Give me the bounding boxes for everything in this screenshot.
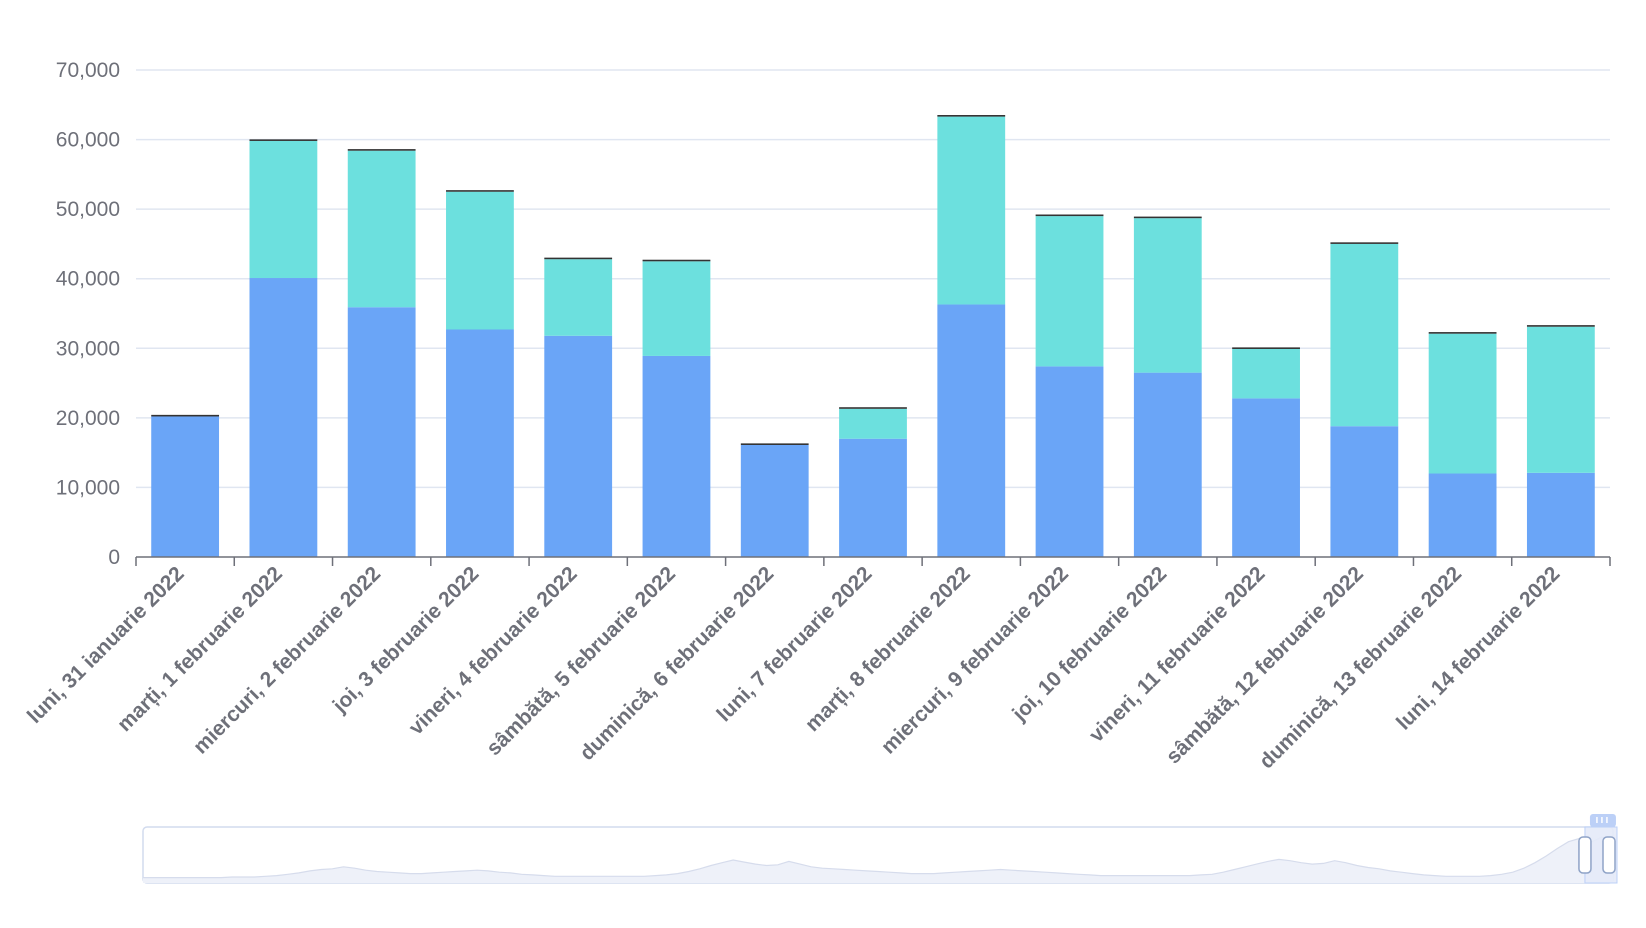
bar-segment-series-1[interactable] (1035, 366, 1104, 557)
x-tick-label: marți, 1 februarie 2022 (113, 562, 287, 736)
y-tick-label: 60,000 (56, 129, 120, 152)
bar-segment-series-1[interactable] (1133, 372, 1202, 557)
bar-segment-series-2[interactable] (249, 140, 318, 279)
bar-segment-series-1[interactable] (347, 307, 416, 557)
x-tick-label: sâmbătă, 5 februarie 2022 (482, 562, 680, 760)
bar-segment-series-2[interactable] (1526, 326, 1595, 473)
bar-segment-series-3[interactable] (347, 149, 416, 151)
bar-segment-series-3[interactable] (1232, 347, 1300, 349)
x-tick-label: vineri, 11 februarie 2022 (1085, 562, 1270, 747)
bar-segment-series-3[interactable] (1035, 214, 1104, 217)
y-tick-label: 0 (108, 546, 120, 569)
bar-segment-series-2[interactable] (1035, 216, 1104, 367)
y-tick-label: 50,000 (56, 198, 120, 221)
bar-segment-series-1[interactable] (937, 304, 1006, 557)
bar-segment-series-1[interactable] (1330, 426, 1399, 557)
y-tick-label: 30,000 (56, 337, 120, 360)
x-tick-label: duminică, 6 februarie 2022 (575, 562, 778, 765)
y-tick-label: 70,000 (56, 59, 120, 82)
bar-segment-series-2[interactable] (642, 261, 711, 356)
zoom-end-handle[interactable] (1602, 836, 1616, 874)
x-tick-label: miercuri, 2 februarie 2022 (189, 562, 385, 758)
bar-segment-series-3[interactable] (249, 139, 318, 141)
bar-segment-series-1[interactable] (151, 416, 220, 557)
bar-segment-series-2[interactable] (839, 408, 907, 439)
y-tick-label: 10,000 (56, 476, 120, 499)
bar-segment-series-2[interactable] (1232, 348, 1300, 399)
bar-segment-series-1[interactable] (642, 355, 711, 557)
bar-segment-series-1[interactable] (249, 278, 318, 557)
bar-segment-series-1[interactable] (446, 329, 514, 557)
bar-segment-series-2[interactable] (1133, 218, 1202, 373)
zoom-start-handle[interactable] (1578, 836, 1592, 874)
y-tick-label: 40,000 (56, 268, 120, 291)
bar-segment-series-3[interactable] (446, 190, 514, 192)
bar-segment-series-2[interactable] (446, 191, 514, 330)
x-axis (135, 556, 1611, 566)
bar-segment-series-2[interactable] (347, 150, 416, 308)
bar-segment-series-1[interactable] (1232, 398, 1300, 557)
bar-segment-series-3[interactable] (151, 414, 220, 417)
bar-segment-series-2[interactable] (1428, 333, 1497, 474)
x-tick-label: miercuri, 9 februarie 2022 (877, 562, 1073, 758)
bars (151, 115, 1595, 557)
bar-segment-series-3[interactable] (740, 443, 809, 445)
bar-segment-series-3[interactable] (1428, 332, 1497, 334)
bar-segment-series-1[interactable] (544, 335, 613, 557)
x-tick-label: vineri, 4 februarie 2022 (405, 562, 582, 739)
bar-segment-series-2[interactable] (544, 259, 613, 336)
zoom-move-handle[interactable] (1589, 814, 1616, 827)
zoom-overview-area (143, 837, 1613, 883)
x-tick-label: luni, 31 ianuarie 2022 (23, 562, 189, 728)
bar-segment-series-1[interactable] (839, 438, 907, 557)
bar-segment-series-3[interactable] (1133, 216, 1202, 219)
bar-segment-series-3[interactable] (642, 259, 711, 262)
bar-segment-series-3[interactable] (839, 407, 907, 409)
bar-segment-series-3[interactable] (1526, 325, 1595, 327)
bar-segment-series-2[interactable] (937, 116, 1006, 305)
bar-segment-series-1[interactable] (1428, 473, 1497, 557)
x-tick-label: sâmbătă, 12 februarie 2022 (1162, 562, 1368, 768)
bar-segment-series-2[interactable] (1330, 243, 1399, 427)
bar-segment-series-3[interactable] (1330, 242, 1399, 244)
zoom-overview-line (143, 836, 1614, 879)
y-axis-tick-labels: 0 10,000 20,000 30,000 40,000 50,000 60,000 70,… (56, 59, 120, 569)
bar-segment-series-3[interactable] (937, 115, 1006, 117)
bar-segment-series-1[interactable] (740, 444, 809, 557)
x-tick-label: duminică, 13 februarie 2022 (1255, 562, 1466, 773)
x-tick-label: marți, 8 februarie 2022 (801, 562, 975, 736)
bar-segment-series-3[interactable] (544, 257, 613, 260)
y-tick-label: 20,000 (56, 407, 120, 430)
data-zoom-slider[interactable] (142, 814, 1618, 884)
bar-segment-series-1[interactable] (1526, 472, 1595, 557)
x-tick-label: luni, 14 februarie 2022 (1392, 562, 1564, 734)
